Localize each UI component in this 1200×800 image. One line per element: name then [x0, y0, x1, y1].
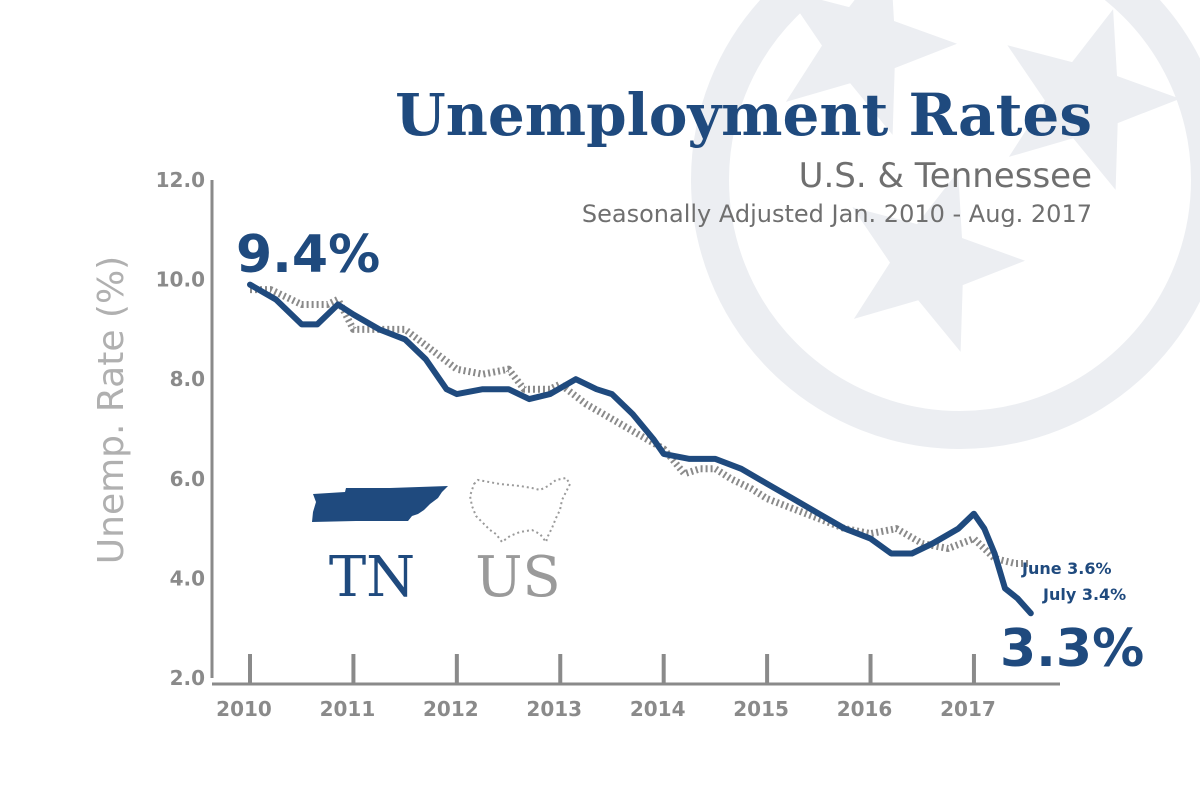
x-tick-label: 2016 [837, 697, 893, 721]
x-tick-label: 2013 [526, 697, 582, 721]
y-axis-label: Unemp. Rate (%) [91, 256, 132, 564]
x-axis: 2010 2011 2012 2013 2014 2015 2016 2017 [216, 654, 996, 721]
y-axis: 2.0 4.0 6.0 8.0 10.0 12.0 [156, 168, 205, 690]
series-group [247, 281, 1034, 617]
legend-label-tn: TN [329, 545, 415, 610]
x-tick-label: 2014 [630, 697, 686, 721]
y-tick-label: 4.0 [170, 566, 205, 590]
watermark-star-2 [1007, 9, 1180, 190]
tn-end-value-label: 3.3% [1000, 619, 1144, 679]
y-tick-label: 6.0 [170, 467, 205, 491]
legend-label-us: US [475, 545, 561, 610]
x-tick-label: 2017 [940, 697, 996, 721]
x-tick-label: 2010 [216, 697, 272, 721]
y-tick-label: 8.0 [170, 367, 205, 391]
y-tick-label: 12.0 [156, 168, 205, 192]
tennessee-state-shape-icon [312, 486, 448, 522]
us-map-outline-icon [468, 476, 572, 545]
y-tick-label: 10.0 [156, 268, 205, 292]
legend: TN US [312, 476, 572, 610]
watermark-star-1 [785, 0, 957, 135]
x-tick-label: 2015 [733, 697, 789, 721]
series-line-tn [247, 281, 1034, 617]
july-value-label: July 3.4% [1042, 585, 1126, 604]
chart-subtitle-range: Seasonally Adjusted Jan. 2010 - Aug. 201… [582, 200, 1092, 228]
x-tick-label: 2011 [320, 697, 376, 721]
watermark-star-3 [852, 171, 1025, 352]
tn-start-value-label: 9.4% [236, 225, 380, 285]
tennessee-tristar-icon [691, 0, 1200, 449]
june-value-label: June 3.6% [1021, 559, 1112, 578]
x-tick-label: 2012 [423, 697, 479, 721]
chart-subtitle: U.S. & Tennessee [799, 156, 1092, 196]
y-tick-label: 2.0 [170, 666, 205, 690]
chart-title: Unemployment Rates [395, 81, 1092, 149]
series-line-us [250, 286, 1031, 567]
